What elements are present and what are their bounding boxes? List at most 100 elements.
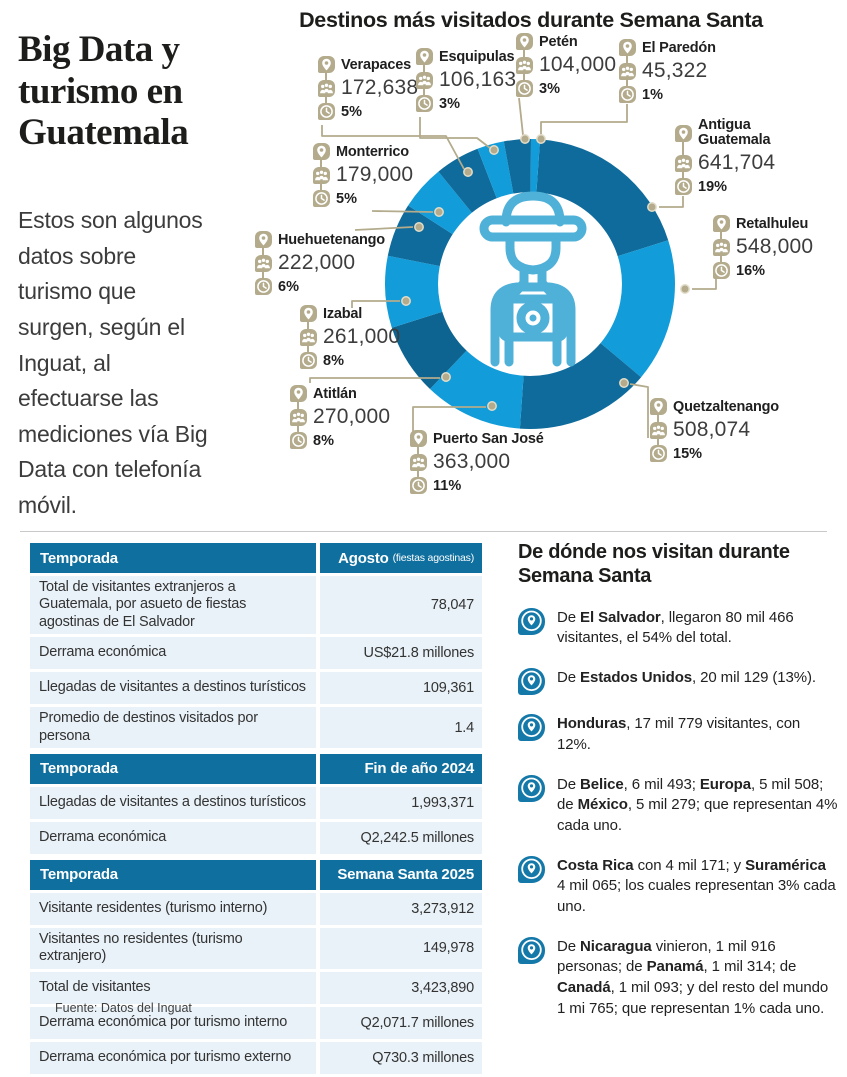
table-row: Visitantes no residentes (turismo extran… <box>30 927 482 969</box>
destination-percent: 11% <box>433 477 462 494</box>
destination-name: Monterrico <box>336 143 409 160</box>
row-label: Derrama económica <box>30 821 316 854</box>
destination-share-row: 3% <box>516 80 616 97</box>
destination-visitors: 179,000 <box>336 163 414 186</box>
destination-label: El Paredón 45,322 1% <box>619 39 716 106</box>
destination-visitors: 261,000 <box>323 325 401 348</box>
destination-visitors: 172,638 <box>341 76 419 99</box>
location-pin-icon <box>650 398 667 415</box>
chart-title: Destinos más visitados durante Semana Sa… <box>299 8 763 32</box>
share-clock-icon <box>713 262 730 279</box>
donut-chart <box>309 97 717 438</box>
destination-percent: 8% <box>313 432 334 449</box>
row-value: 109,361 <box>320 672 482 705</box>
destination-name: Puerto San José <box>433 430 544 447</box>
destination-name: Huehuetenango <box>278 231 385 248</box>
destination-name: Atitlán <box>313 385 357 402</box>
destination-visitors-row: 45,322 <box>619 59 716 83</box>
table-header-row: Temporada Agosto (fiestas agostinas) <box>30 543 482 573</box>
location-pin-icon <box>300 305 317 322</box>
location-pin-icon <box>318 56 335 73</box>
destination-name: Esquipulas <box>439 48 515 65</box>
destination-name: Verapaces <box>341 56 411 73</box>
location-pin-icon <box>518 607 545 635</box>
destination-name: Retalhuleu <box>736 215 809 232</box>
destination-name-row: Huehuetenango <box>255 231 385 248</box>
destination-visitors-row: 508,074 <box>650 418 779 442</box>
origin-text: De Estados Unidos, 20 mil 129 (13%). <box>557 669 816 687</box>
connector-line <box>371 210 434 213</box>
destination-percent: 1% <box>642 86 663 103</box>
row-label: Visitantes no residentes (turismo extran… <box>30 927 316 969</box>
destination-share-row: 5% <box>313 190 413 207</box>
connector-line <box>309 377 440 383</box>
visitors-people-icon <box>318 79 335 97</box>
destination-visitors-row: 172,638 <box>318 76 418 100</box>
visitors-people-icon <box>650 421 667 439</box>
share-clock-icon <box>619 86 636 103</box>
connector-line <box>629 383 649 438</box>
destination-visitors-row: 222,000 <box>255 251 385 275</box>
connector-dot <box>401 296 411 306</box>
row-value: 78,047 <box>320 576 482 635</box>
destination-visitors: 363,000 <box>433 450 511 473</box>
period-name: Agosto <box>338 549 389 567</box>
row-value: 1,993,371 <box>320 786 482 819</box>
destination-labels-layer: Antigua Guatemala 641,704 19% <box>0 0 847 530</box>
row-label: Llegadas de visitantes a destinos turíst… <box>30 672 316 705</box>
destination-percent: 19% <box>698 178 728 195</box>
destination-name-row: Atitlán <box>290 385 390 402</box>
share-clock-icon <box>255 278 272 295</box>
location-pin-icon <box>290 385 307 402</box>
row-label: Total de visitantes extranjeros a Guatem… <box>30 576 316 635</box>
period-header: Semana Santa 2025 <box>320 859 482 890</box>
season-header: Temporada <box>30 859 316 890</box>
destination-percent: 5% <box>336 190 357 207</box>
origin-bullet: De Estados Unidos, 20 mil 129 (13%). <box>518 668 838 696</box>
origins-title: De dónde nos visitan durante Semana Sant… <box>518 541 790 588</box>
location-pin-icon <box>518 668 545 696</box>
row-value: Q730.3 millones <box>320 1041 482 1074</box>
destination-share-row: 3% <box>416 95 516 112</box>
row-value: Q2,242.5 millones <box>320 821 482 854</box>
source-note: Fuente: Datos del Inguat <box>55 1001 192 1015</box>
connector-line <box>419 117 491 149</box>
row-label: Llegadas de visitantes a destinos turíst… <box>30 786 316 819</box>
location-pin-icon <box>518 774 545 802</box>
table-fin-de-ano: Temporada Fin de año 2024 Llegadas de vi… <box>30 753 482 854</box>
destination-percent: 15% <box>673 445 703 462</box>
row-label: Derrama económica por turismo externo <box>30 1041 316 1074</box>
destination-visitors-row: 179,000 <box>313 163 413 187</box>
connector-dot <box>487 401 497 411</box>
table-header-row: Temporada Fin de año 2024 <box>30 753 482 784</box>
destination-percent: 3% <box>439 95 460 112</box>
destination-share-row: 6% <box>255 278 385 295</box>
share-clock-icon <box>290 432 307 449</box>
destination-name-row: Retalhuleu <box>713 215 813 232</box>
destination-visitors-row: 548,000 <box>713 235 813 259</box>
connector-line <box>412 406 486 432</box>
row-label: Promedio de destinos visitados por perso… <box>30 707 316 748</box>
destination-visitors-row: 261,000 <box>300 325 400 349</box>
destination-name-row: Puerto San José <box>410 430 544 447</box>
location-pin-icon <box>410 430 427 447</box>
row-label: Visitante residentes (turismo interno) <box>30 892 316 925</box>
destination-share-row: 19% <box>675 178 788 196</box>
season-header: Temporada <box>30 753 316 784</box>
visitors-people-icon <box>416 71 433 89</box>
origin-bullet: Honduras, 17 mil 779 visitantes, con 12%… <box>518 714 838 755</box>
visitors-people-icon <box>255 254 272 272</box>
location-pin-icon <box>675 124 692 142</box>
visitors-people-icon <box>313 166 330 184</box>
location-pin-icon <box>518 936 545 964</box>
destination-percent: 8% <box>323 352 344 369</box>
destination-percent: 3% <box>539 80 560 97</box>
destination-label: Verapaces 172,638 5% <box>318 56 418 123</box>
visitors-people-icon <box>516 56 533 74</box>
connector-dot <box>536 134 546 144</box>
connector-line <box>321 125 465 170</box>
destination-label: Monterrico 179,000 5% <box>313 143 413 210</box>
destination-visitors-row: 106,163 <box>416 68 516 92</box>
connector-line <box>354 226 414 231</box>
connector-dot <box>434 207 444 217</box>
